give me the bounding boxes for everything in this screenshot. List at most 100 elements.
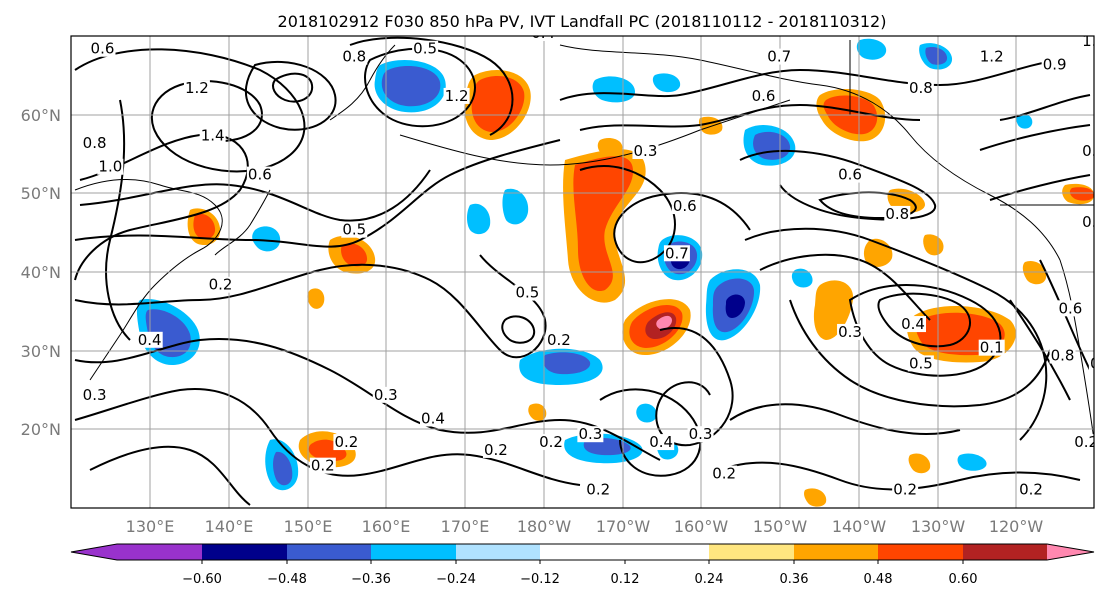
contour-label-background bbox=[766, 48, 793, 65]
contour-label-background bbox=[711, 465, 738, 482]
contour-line bbox=[789, 299, 1051, 408]
contour-line bbox=[579, 103, 921, 131]
contour-label-background bbox=[1073, 434, 1094, 451]
contour-label-background bbox=[1057, 300, 1084, 317]
contour-label-background bbox=[545, 331, 572, 348]
contour-label-background bbox=[671, 198, 698, 215]
contour-label: 1.0 bbox=[98, 158, 122, 176]
coastline-kamchatka bbox=[329, 44, 396, 121]
lat-label: 40°N bbox=[21, 263, 61, 282]
contour-label-background bbox=[514, 284, 541, 301]
contour-label: 0.7 bbox=[767, 48, 791, 66]
negative-anomaly bbox=[652, 73, 681, 93]
contour-label: 0.1 bbox=[980, 339, 1004, 357]
contour-line bbox=[349, 36, 514, 136]
contour-label: 0.7 bbox=[665, 244, 689, 262]
contour-label: 0.8 bbox=[342, 48, 366, 66]
contour-line bbox=[89, 445, 251, 506]
negative-anomaly bbox=[636, 403, 657, 423]
lat-label: 30°N bbox=[21, 342, 61, 361]
contour-label: 0.2 bbox=[712, 465, 736, 483]
colorbar-swatch bbox=[625, 544, 709, 560]
contour-line bbox=[599, 388, 702, 477]
colorbar-label: 0.12 bbox=[611, 572, 640, 587]
contour-label: 1.2 bbox=[980, 48, 1004, 66]
contour-label-background bbox=[419, 410, 446, 427]
contour-label-background bbox=[837, 166, 864, 183]
contour-label-background bbox=[412, 40, 439, 57]
contour-label: 0.4 bbox=[649, 433, 673, 451]
longitude-labels: 130°E 140°E 150°E 160°E 170°E 180°W 170°… bbox=[126, 517, 1044, 536]
contour-line bbox=[74, 139, 561, 248]
lat-label: 60°N bbox=[21, 106, 61, 125]
negative-anomaly bbox=[381, 66, 441, 107]
lat-label: 20°N bbox=[21, 420, 61, 439]
colorbar-extension-high bbox=[1047, 544, 1094, 560]
contour-label: 1.2 bbox=[445, 87, 469, 105]
contour-label-background bbox=[687, 426, 714, 443]
contour-label-background bbox=[1049, 347, 1076, 364]
contour-label: 0.4 bbox=[531, 24, 555, 42]
lon-label: 160°W bbox=[674, 517, 729, 536]
contour-label-background bbox=[907, 355, 934, 372]
contour-label-background bbox=[577, 426, 604, 443]
contour-label: 0.5 bbox=[342, 221, 366, 239]
latitude-labels: 60°N 50°N 40°N 30°N 20°N bbox=[21, 106, 61, 439]
contour-line bbox=[739, 149, 937, 221]
contour-label: 0.9 bbox=[1043, 55, 1067, 73]
contour-line bbox=[559, 59, 1061, 101]
map-panel: 0.6 1.2 1.4 1.0 0.8 0.6 0.8 0.5 0.2 0.4 0.3 0.3 0.2 0… bbox=[21, 24, 1105, 536]
contour-line bbox=[244, 60, 337, 131]
contour-label: 0.3 bbox=[838, 323, 862, 341]
contour-label: 0.4 bbox=[138, 331, 162, 349]
contour-line bbox=[989, 174, 1091, 201]
negative-anomaly bbox=[583, 438, 631, 456]
colorbar-swatches bbox=[71, 544, 1094, 560]
colorbar-label: 0.60 bbox=[949, 572, 978, 587]
contour-label-background bbox=[978, 48, 1005, 65]
negative-anomaly bbox=[791, 268, 813, 288]
contour-label: 0.2 bbox=[547, 331, 571, 349]
contour-label: 0.3 bbox=[1082, 213, 1105, 231]
coastline-asia bbox=[74, 179, 223, 381]
negative-anomaly bbox=[502, 188, 529, 225]
contour-label-background bbox=[443, 87, 470, 104]
negative-anomaly bbox=[725, 294, 745, 318]
positive-anomaly bbox=[528, 403, 547, 421]
negative-anomaly bbox=[856, 38, 887, 60]
negative-anomaly bbox=[957, 453, 987, 471]
contour-label-background bbox=[199, 127, 226, 144]
contour-label-background bbox=[892, 481, 919, 498]
contour-label: 0.8 bbox=[83, 134, 107, 152]
lon-label: 180°W bbox=[517, 517, 572, 536]
colorbar-swatch bbox=[117, 544, 202, 560]
contour-label: 0.3 bbox=[689, 425, 713, 443]
contour-label-background bbox=[1018, 481, 1045, 498]
positive-anomaly bbox=[1022, 260, 1047, 285]
contour-labels: 0.6 1.2 1.4 1.0 0.8 0.6 0.8 0.5 0.2 0.4 0.3 0.3 0.2 0… bbox=[81, 24, 1105, 498]
lon-label: 140°W bbox=[832, 517, 887, 536]
map-frame bbox=[70, 35, 1095, 509]
contour-line bbox=[848, 284, 1002, 377]
contour-label: 0.4 bbox=[1090, 354, 1105, 372]
lon-label: 130°W bbox=[911, 517, 966, 536]
contour-label-background bbox=[978, 339, 1005, 356]
contour-label-background bbox=[246, 166, 273, 183]
contour-line bbox=[272, 72, 314, 103]
contour-label: 0.2 bbox=[1074, 433, 1098, 451]
contour-label-background bbox=[907, 80, 934, 97]
contour-label: 1.2 bbox=[185, 79, 209, 97]
contour-line bbox=[501, 315, 536, 344]
lon-label: 130°E bbox=[126, 517, 175, 536]
colorbar: −0.60 −0.48 −0.36 −0.24 −0.12 0.12 0.24 … bbox=[70, 543, 1095, 587]
contour-line bbox=[759, 253, 931, 321]
contour-label: 0.3 bbox=[578, 425, 602, 443]
contour-line bbox=[729, 403, 961, 435]
coastline-aleutians bbox=[399, 99, 791, 166]
contour-label: 0.3 bbox=[374, 386, 398, 404]
contour-line bbox=[655, 327, 734, 447]
contour-label: 0.3 bbox=[83, 386, 107, 404]
contour-label-background bbox=[207, 276, 234, 293]
contour-label-background bbox=[372, 386, 399, 403]
